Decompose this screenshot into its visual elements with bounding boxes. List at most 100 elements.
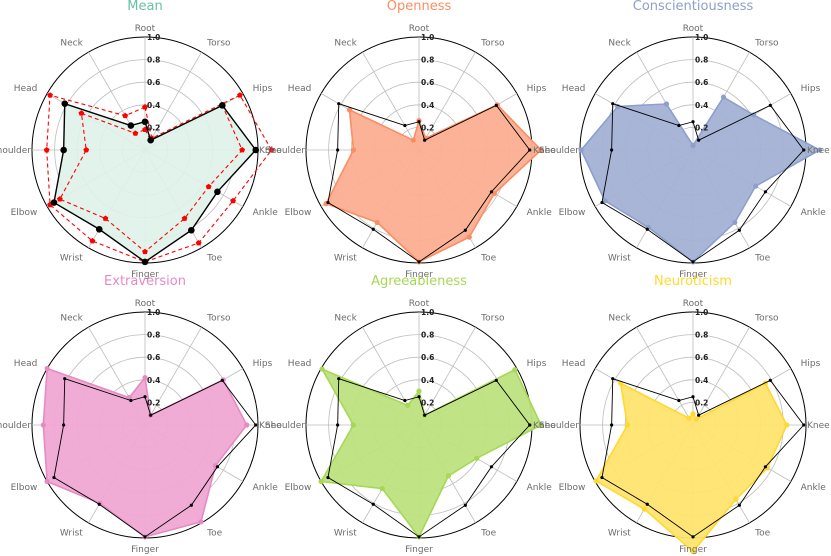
reference-point	[528, 148, 532, 152]
band-point	[142, 248, 148, 255]
axis-label-knee: Knee	[533, 146, 556, 156]
data-point	[416, 388, 422, 394]
reference-point	[417, 535, 421, 539]
data-point	[732, 219, 738, 226]
data-point	[379, 486, 385, 492]
reference-point	[129, 398, 133, 403]
axis-label-ankle: Ankle	[801, 483, 827, 493]
data-point	[753, 183, 759, 189]
data-point	[126, 395, 132, 401]
r-tick-label: 1.0	[147, 33, 160, 42]
mean-point	[50, 199, 58, 206]
reference-point	[489, 190, 494, 194]
axis-label-elbow: Elbow	[559, 208, 586, 218]
data-point	[602, 198, 608, 204]
axis-label-finger: Finger	[679, 270, 707, 280]
r-tick-label: 0.4	[147, 101, 160, 110]
data-point	[466, 234, 472, 240]
r-tick-label: 1.0	[421, 308, 434, 317]
axis-label-hips: Hips	[253, 84, 273, 94]
axis-label-wrist: Wrist	[60, 254, 83, 264]
reference-point	[645, 502, 649, 506]
reference-point	[326, 475, 330, 480]
reference-point	[403, 123, 407, 128]
reference-point	[254, 423, 258, 427]
reference-point	[326, 200, 330, 205]
band-point	[102, 215, 109, 221]
band-point	[239, 147, 246, 153]
r-tick-label: 0.4	[421, 376, 434, 385]
r-tick-label: 0.2	[147, 123, 160, 132]
band-point	[237, 92, 243, 98]
reference-point	[337, 377, 341, 381]
data-point	[40, 422, 46, 428]
data-point	[593, 478, 599, 484]
band-point	[122, 112, 129, 119]
data-point	[405, 402, 411, 409]
axis-label-head: Head	[562, 84, 586, 94]
data-point	[44, 365, 50, 372]
mean-point	[141, 118, 149, 126]
data-point	[733, 496, 739, 502]
data-point	[318, 478, 324, 485]
band-point	[47, 92, 53, 98]
axis-label-knee: Knee	[259, 146, 282, 156]
reference-point	[371, 502, 375, 506]
band-point	[195, 239, 202, 246]
reference-point	[611, 377, 615, 381]
reference-point	[691, 535, 695, 539]
data-point	[720, 94, 727, 100]
band-point	[83, 147, 90, 153]
axis-label-ankle: Ankle	[527, 208, 553, 218]
reference-point	[336, 148, 340, 152]
reference-point	[802, 423, 806, 427]
mean-point	[141, 258, 149, 266]
data-point	[445, 473, 451, 479]
axis-label-neck: Neck	[608, 313, 631, 323]
mean-point	[252, 146, 260, 154]
r-tick-label: 0.8	[695, 56, 708, 65]
reference-point	[691, 120, 695, 124]
data-point	[374, 219, 380, 226]
band-point	[89, 238, 96, 244]
axis-label-finger: Finger	[679, 545, 707, 555]
spoke-line	[144, 326, 202, 426]
axis-label-torso: Torso	[206, 38, 231, 48]
r-tick-label: 0.8	[695, 331, 708, 340]
r-tick-label: 0.8	[421, 331, 434, 340]
mean-area	[53, 103, 256, 262]
data-point	[624, 422, 631, 428]
axis-label-elbow: Elbow	[285, 208, 312, 218]
axis-label-neck: Neck	[60, 38, 83, 48]
axis-label-head: Head	[288, 359, 312, 369]
band-point	[78, 110, 85, 116]
reference-point	[220, 378, 224, 382]
r-tick-label: 1.0	[695, 308, 708, 317]
axis-label-wrist: Wrist	[334, 254, 357, 264]
r-tick-label: 0.8	[147, 56, 160, 65]
axis-label-knee: Knee	[259, 421, 282, 431]
reference-point	[610, 423, 614, 427]
panel-title: Agreeableness	[371, 274, 467, 289]
reference-point	[52, 475, 56, 480]
data-point	[350, 422, 357, 428]
data-point	[319, 366, 325, 372]
reference-point	[189, 503, 193, 507]
r-tick-label: 0.8	[147, 331, 160, 340]
reference-point	[403, 398, 407, 403]
axis-label-torso: Torso	[754, 38, 779, 48]
band-point	[142, 104, 148, 110]
r-tick-label: 1.0	[421, 33, 434, 42]
r-tick-label: 0.6	[147, 353, 160, 362]
r-tick-label: 0.6	[695, 353, 708, 362]
spoke-line	[144, 51, 202, 151]
axis-label-ankle: Ankle	[253, 208, 279, 218]
axis-label-elbow: Elbow	[559, 483, 586, 493]
band-point	[43, 147, 50, 153]
r-tick-label: 1.0	[695, 33, 708, 42]
axis-label-neck: Neck	[334, 38, 357, 48]
reference-point	[463, 228, 467, 232]
spoke-line	[418, 326, 476, 426]
